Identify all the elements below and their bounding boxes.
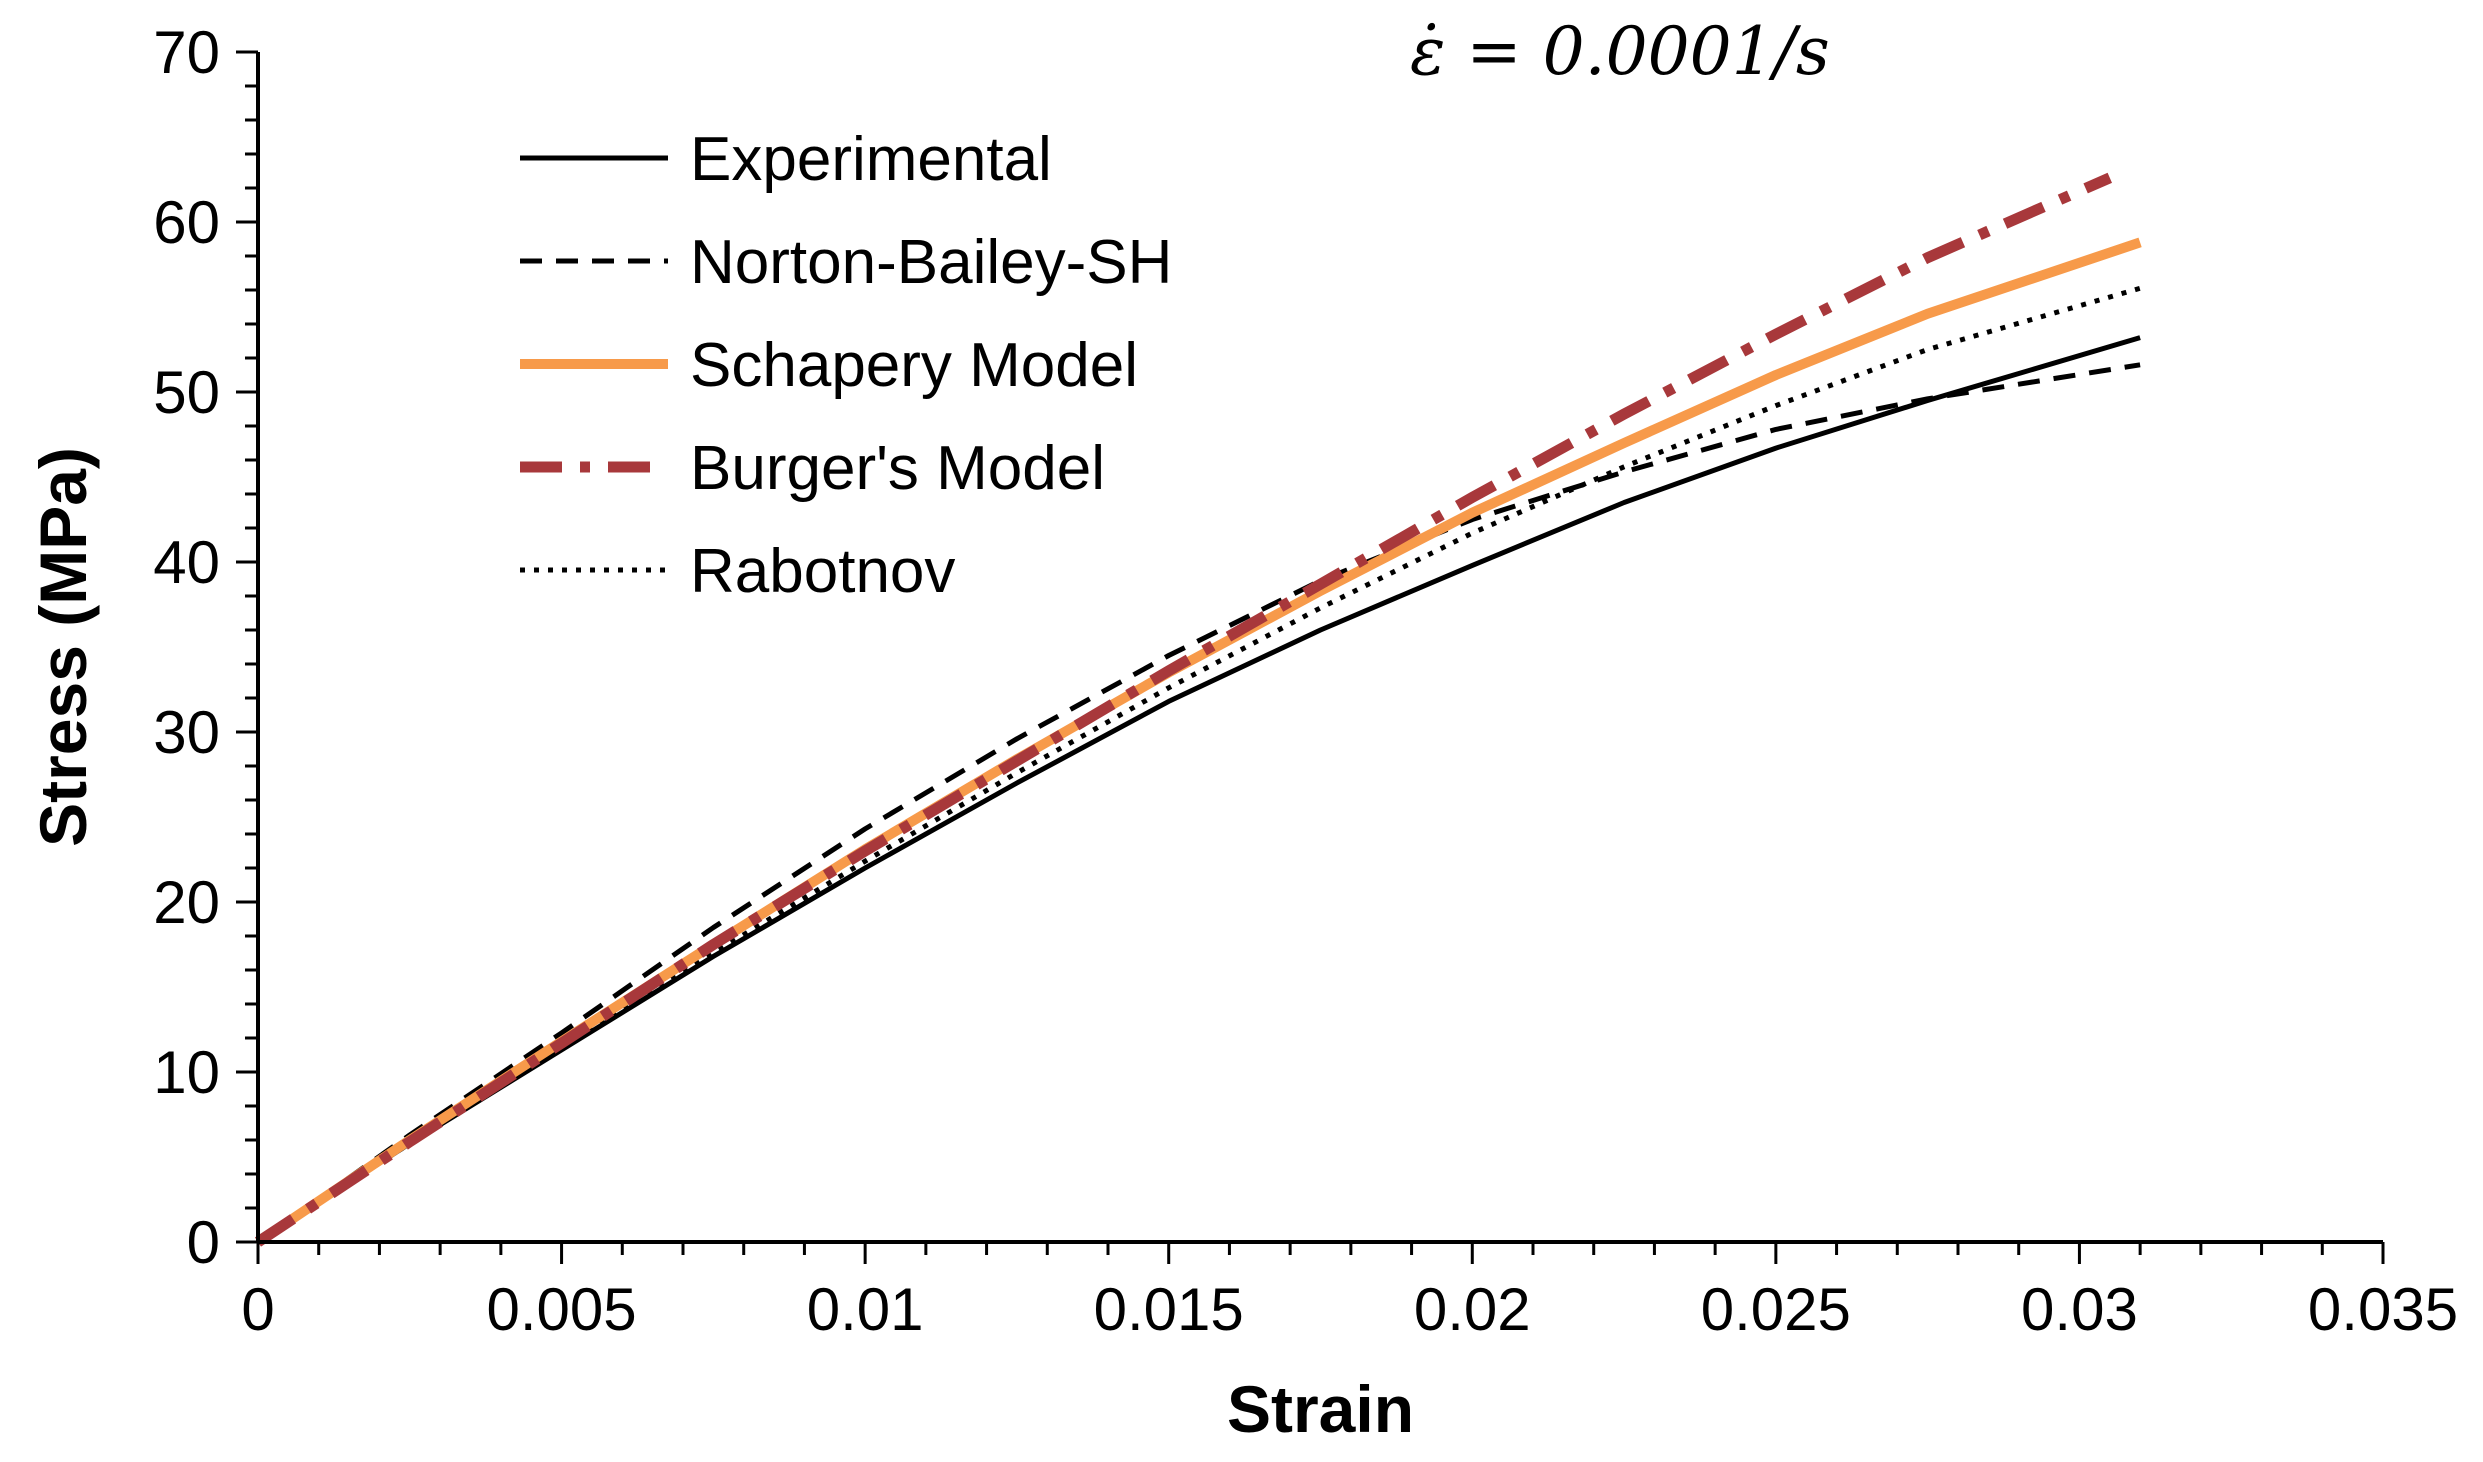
x-tick-label: 0.015 bbox=[1094, 1276, 1244, 1343]
series-layer bbox=[254, 172, 2142, 1247]
y-tick-label: 40 bbox=[153, 529, 220, 596]
series-line-norton-bailey-sh bbox=[256, 362, 2141, 1245]
y-tick-label: 30 bbox=[153, 699, 220, 766]
x-tick-label: 0 bbox=[241, 1276, 274, 1343]
legend-label: Norton-Bailey-SH bbox=[690, 228, 1172, 297]
x-tick-label: 0.035 bbox=[2308, 1276, 2458, 1343]
y-tick-label: 70 bbox=[153, 19, 220, 86]
series-line-experimental bbox=[256, 335, 2141, 1245]
x-tick-label: 0.02 bbox=[1414, 1276, 1531, 1343]
y-tick-label: 20 bbox=[153, 869, 220, 936]
legend-label: Schapery Model bbox=[690, 331, 1138, 400]
axes-layer bbox=[256, 52, 2383, 1244]
series-line-burger-s-model bbox=[254, 172, 2113, 1247]
ticks-layer: 0 0.005 0.01 0.015 0.02 0.025 0.03 0.035 0 10 20 30… bbox=[153, 19, 2458, 1343]
x-axis-title: Strain bbox=[1227, 1372, 1414, 1446]
legend-label: Experimental bbox=[690, 125, 1052, 194]
x-tick-label: 0.03 bbox=[2021, 1276, 2138, 1343]
strain-rate-annotation: ε̇ = 0.0001/s bbox=[1410, 13, 1830, 90]
legend: Experimental Norton-Bailey-SH Schapery Mod… bbox=[520, 125, 1172, 606]
x-tick-label: 0.025 bbox=[1701, 1276, 1851, 1343]
y-tick-label: 60 bbox=[153, 189, 220, 256]
y-axis-title: Stress (MPa) bbox=[26, 447, 100, 847]
x-tick-label: 0.01 bbox=[807, 1276, 924, 1343]
legend-label: Rabotnov bbox=[690, 537, 955, 606]
y-tick-label: 0 bbox=[187, 1209, 220, 1276]
y-tick-label: 50 bbox=[153, 359, 220, 426]
series-line-rabotnov bbox=[256, 285, 2141, 1245]
x-tick-label: 0.005 bbox=[486, 1276, 636, 1343]
legend-label: Burger's Model bbox=[690, 434, 1105, 503]
y-tick-label: 10 bbox=[153, 1039, 220, 1106]
